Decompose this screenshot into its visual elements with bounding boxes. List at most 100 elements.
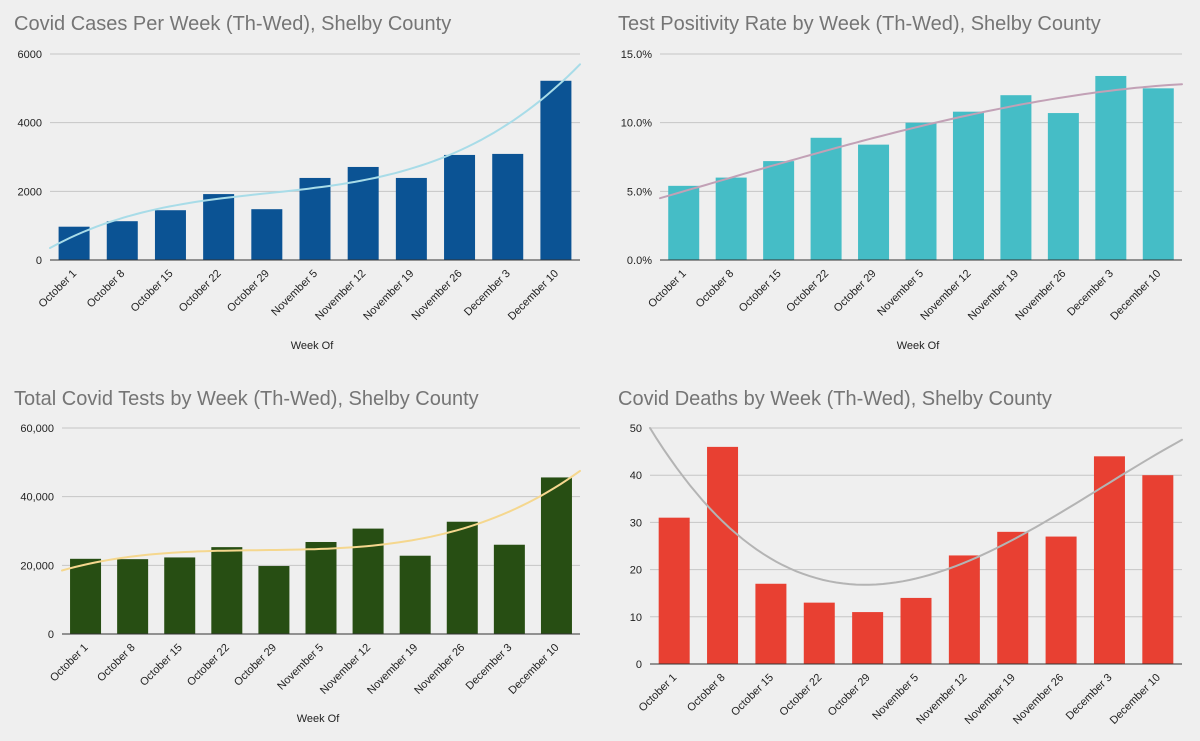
cases-x-tick-label: November 12	[313, 268, 368, 323]
tests-chart: Total Covid Tests by Week (Th-Wed), Shel…	[14, 388, 581, 725]
cases-bar	[154, 210, 186, 260]
tests-x-tick-label: October 29	[232, 642, 279, 689]
positivity-y-tick-label: 0.0%	[627, 255, 652, 267]
positivity-y-tick-label: 15.0%	[621, 49, 652, 61]
cases-bar	[106, 221, 138, 260]
cases-x-tick-label: November 5	[269, 268, 320, 319]
deaths-x-tick-label: November 26	[1011, 672, 1066, 727]
tests-x-tick-label: November 5	[275, 642, 326, 693]
cases-x-tick-label: December 10	[506, 268, 561, 323]
positivity-bar	[858, 144, 890, 260]
positivity-bar	[905, 122, 937, 261]
positivity-trendline	[659, 83, 1183, 200]
deaths-bar	[1142, 475, 1174, 664]
tests-bar	[70, 558, 102, 634]
tests-bar	[258, 566, 290, 634]
tests-trendline	[61, 469, 581, 572]
tests-y-tick-label: 60,000	[20, 423, 54, 435]
positivity-x-axis-title: Week Of	[897, 340, 941, 352]
deaths-x-tick-label: December 3	[1064, 672, 1115, 723]
tests-bar	[211, 547, 243, 634]
cases-y-tick-label: 4000	[18, 118, 42, 130]
tests-x-tick-label: October 8	[95, 642, 138, 685]
cases-x-tick-label: October 8	[85, 268, 128, 311]
tests-bar	[540, 477, 572, 634]
deaths-x-tick-label: October 1	[637, 672, 680, 715]
positivity-x-tick-label: October 1	[646, 268, 689, 311]
tests-chart-panel: Total Covid Tests by Week (Th-Wed), Shel…	[0, 370, 600, 741]
deaths-x-tick-label: November 12	[914, 672, 969, 727]
cases-x-tick-label: October 1	[37, 268, 80, 311]
cases-bar	[492, 153, 524, 260]
deaths-bar	[1045, 536, 1077, 664]
deaths-y-tick-label: 0	[636, 659, 642, 671]
positivity-x-tick-label: October 22	[784, 268, 831, 315]
positivity-chart-panel: Test Positivity Rate by Week (Th-Wed), S…	[600, 0, 1200, 370]
deaths-bar	[997, 531, 1029, 664]
tests-y-tick-label: 40,000	[20, 492, 54, 504]
cases-bar	[444, 154, 476, 260]
cases-x-tick-label: December 3	[462, 268, 513, 319]
deaths-y-tick-label: 10	[630, 612, 642, 624]
positivity-bar	[715, 177, 747, 260]
deaths-x-tick-label: October 15	[729, 672, 776, 719]
tests-bar	[446, 521, 478, 634]
positivity-x-tick-label: November 26	[1013, 268, 1068, 323]
tests-bar	[117, 559, 149, 634]
deaths-y-tick-label: 30	[630, 517, 642, 529]
cases-bar	[251, 209, 283, 260]
positivity-x-tick-label: October 15	[737, 268, 784, 315]
positivity-x-tick-label: December 3	[1065, 268, 1116, 319]
positivity-chart: Test Positivity Rate by Week (Th-Wed), S…	[618, 13, 1183, 352]
deaths-y-tick-label: 40	[630, 470, 642, 482]
deaths-bar	[658, 517, 690, 664]
cases-bar	[299, 177, 331, 260]
tests-chart-title: Total Covid Tests by Week (Th-Wed), Shel…	[14, 388, 479, 410]
cases-x-tick-label: October 15	[129, 268, 176, 315]
positivity-x-tick-label: December 10	[1108, 268, 1163, 323]
tests-x-tick-label: October 15	[138, 642, 185, 689]
deaths-bar	[1093, 456, 1125, 664]
cases-chart-panel: Covid Cases Per Week (Th-Wed), Shelby Co…	[0, 0, 600, 370]
cases-bar	[540, 80, 572, 260]
cases-x-tick-label: November 19	[361, 268, 416, 323]
tests-y-tick-label: 20,000	[20, 560, 54, 572]
tests-bar	[493, 544, 525, 634]
cases-y-tick-label: 2000	[18, 186, 42, 198]
deaths-x-tick-label: October 29	[826, 672, 873, 719]
deaths-x-tick-label: October 8	[685, 672, 728, 715]
tests-x-tick-label: December 3	[464, 642, 515, 693]
deaths-x-tick-label: November 5	[870, 672, 921, 723]
deaths-bar	[852, 612, 884, 664]
cases-x-tick-label: October 22	[177, 268, 224, 315]
deaths-chart-title: Covid Deaths by Week (Th-Wed), Shelby Co…	[618, 388, 1052, 410]
tests-x-axis-title: Week Of	[297, 713, 341, 725]
positivity-bar	[1142, 88, 1174, 260]
deaths-trendline	[649, 427, 1183, 586]
positivity-bar	[1047, 113, 1079, 260]
positivity-bar	[1000, 95, 1032, 260]
deaths-x-tick-label: October 22	[777, 672, 824, 719]
tests-bar	[164, 557, 196, 634]
tests-x-tick-label: October 1	[48, 642, 91, 685]
deaths-x-tick-label: December 10	[1108, 672, 1163, 727]
positivity-bar	[810, 137, 842, 260]
positivity-x-tick-label: October 8	[694, 268, 737, 311]
deaths-y-tick-label: 20	[630, 565, 642, 577]
tests-y-tick-label: 0	[48, 629, 54, 641]
positivity-bar	[763, 161, 795, 260]
cases-y-tick-label: 0	[36, 255, 42, 267]
tests-x-tick-label: October 22	[185, 642, 232, 689]
tests-bar	[305, 541, 337, 634]
positivity-bar	[952, 111, 984, 261]
cases-x-tick-label: October 29	[225, 268, 272, 315]
deaths-chart: Covid Deaths by Week (Th-Wed), Shelby Co…	[618, 388, 1183, 727]
deaths-bar	[900, 597, 932, 664]
cases-x-tick-label: November 26	[409, 268, 464, 323]
cases-chart-title: Covid Cases Per Week (Th-Wed), Shelby Co…	[14, 13, 451, 35]
cases-trendline	[49, 63, 581, 249]
positivity-y-tick-label: 10.0%	[621, 118, 652, 130]
positivity-x-tick-label: October 29	[832, 268, 879, 315]
deaths-y-tick-label: 50	[630, 423, 642, 435]
